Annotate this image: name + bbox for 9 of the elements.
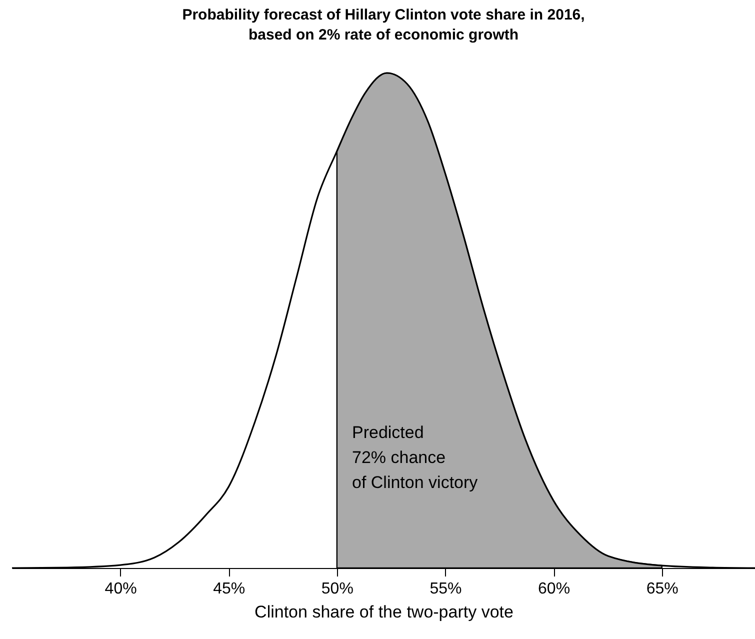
annotation: Predicted 72% chance of Clinton victory bbox=[352, 423, 478, 492]
x-tick-label: 50% bbox=[321, 580, 354, 598]
x-tick-label: 65% bbox=[646, 580, 678, 598]
x-tick-label: 40% bbox=[104, 580, 137, 598]
x-tick-label: 45% bbox=[213, 580, 246, 598]
x-axis-title: Clinton share of the two-party vote bbox=[254, 602, 514, 622]
x-tick-label: 60% bbox=[538, 580, 570, 598]
chart-title: Probability forecast of Hillary Clinton vote share in 2016, based on 2% rate of economic growth bbox=[182, 6, 585, 44]
x-tick-label: 55% bbox=[430, 580, 462, 598]
